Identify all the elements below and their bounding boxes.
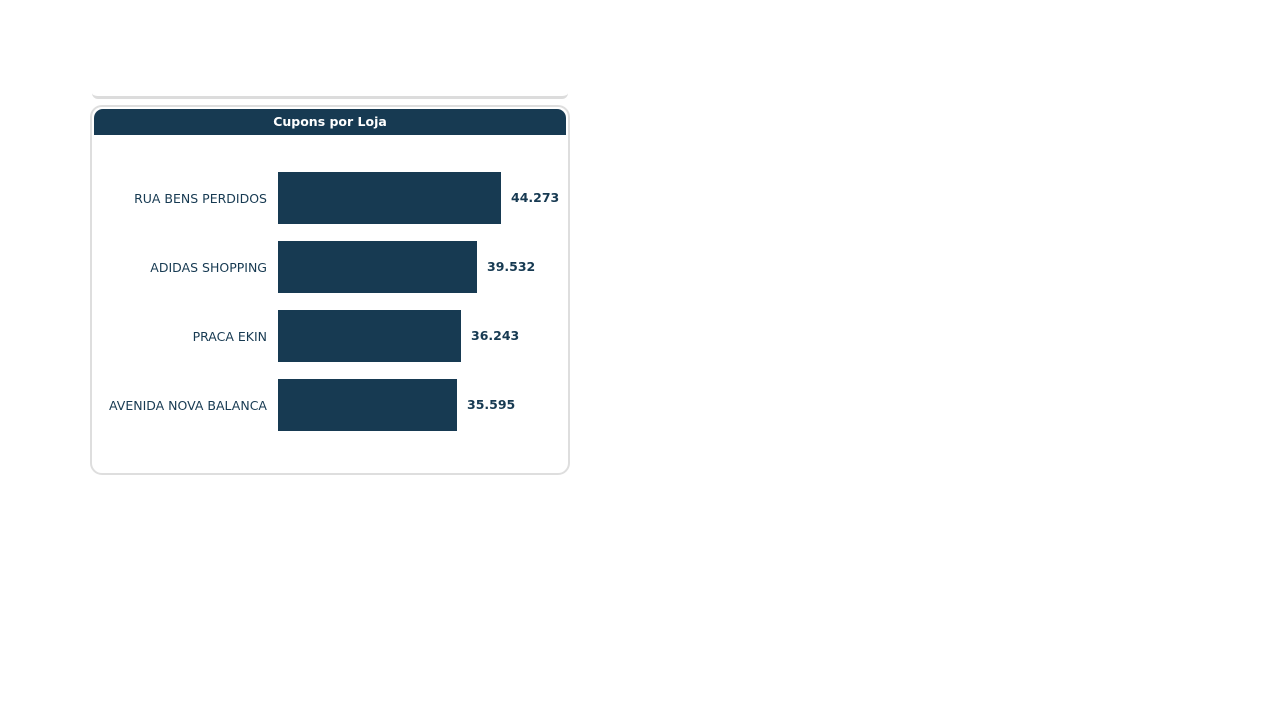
category-label-0: RUA BENS PERDIDOS <box>134 191 267 206</box>
bar-1[interactable] <box>278 241 477 293</box>
value-label-0: 44.273 <box>511 190 559 205</box>
top-divider <box>92 92 568 99</box>
value-label-1: 39.532 <box>487 259 535 274</box>
bar-3[interactable] <box>278 379 457 431</box>
value-label-2: 36.243 <box>471 328 519 343</box>
value-label-3: 35.595 <box>467 397 515 412</box>
category-label-2: PRACA EKIN <box>193 329 267 344</box>
bar-2[interactable] <box>278 310 461 362</box>
bar-0[interactable] <box>278 172 501 224</box>
category-label-1: ADIDAS SHOPPING <box>150 260 267 275</box>
category-label-3: AVENIDA NOVA BALANCA <box>109 398 267 413</box>
chart-title: Cupons por Loja <box>94 109 566 135</box>
